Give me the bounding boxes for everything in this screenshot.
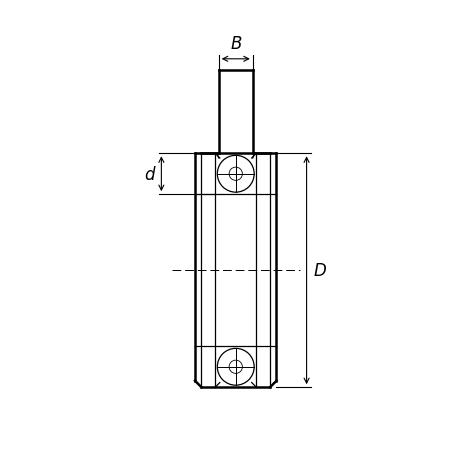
- Text: D: D: [313, 262, 326, 280]
- Text: B: B: [230, 35, 241, 53]
- Text: d: d: [144, 165, 155, 183]
